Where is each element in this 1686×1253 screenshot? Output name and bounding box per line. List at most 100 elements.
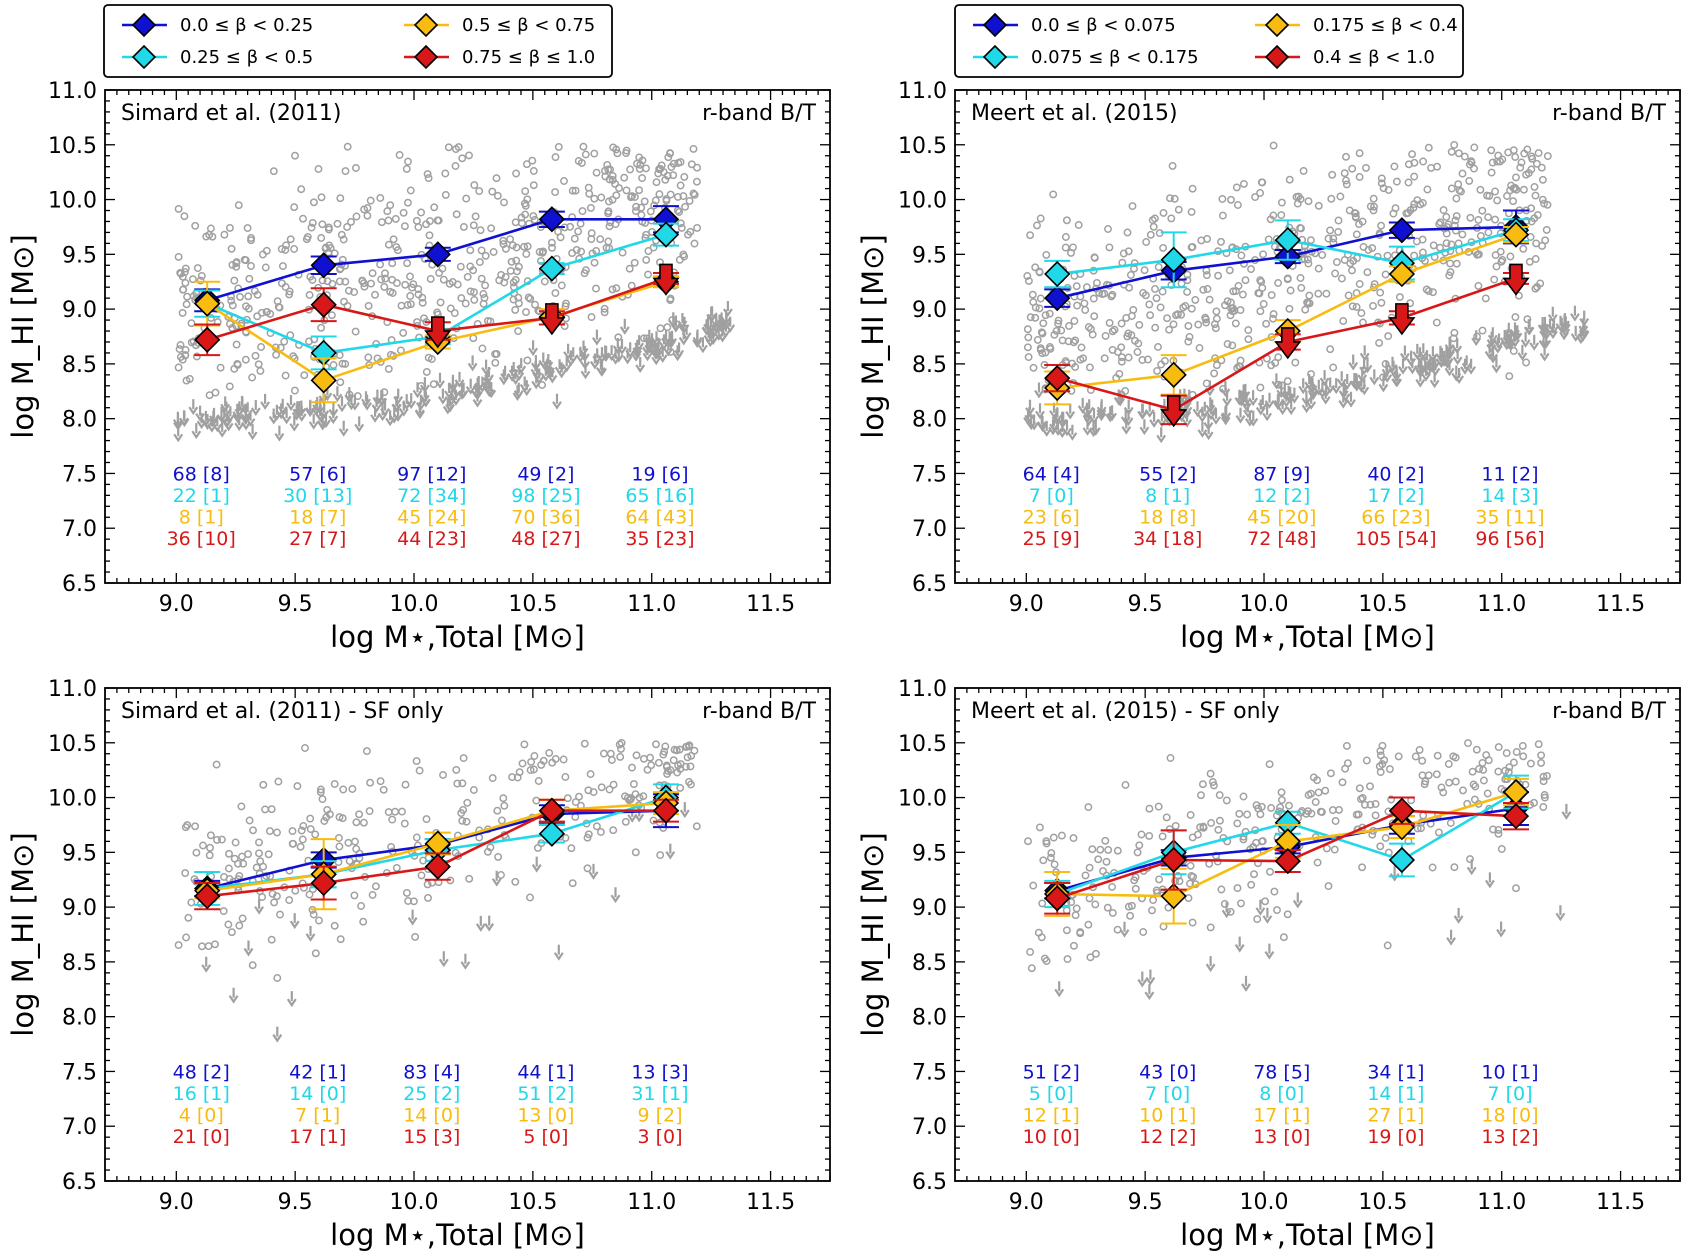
scatter-point [441, 169, 450, 178]
scatter-point [305, 291, 314, 299]
scatter-point [1464, 739, 1472, 748]
scatter-point [1202, 318, 1211, 327]
scatter-point [198, 942, 206, 951]
scatter-point [1527, 165, 1536, 174]
upper-limit-arrow [1058, 411, 1069, 428]
scatter-point [1487, 168, 1496, 177]
scatter-point [620, 173, 629, 182]
scatter-point [317, 193, 326, 202]
scatter-point [1154, 802, 1163, 811]
scatter-point [233, 359, 242, 368]
scatter-point [1233, 884, 1242, 893]
upper-limit-arrow [575, 346, 586, 363]
scatter-point [297, 826, 306, 835]
count-label: 45 [24] [397, 506, 466, 528]
scatter-point [224, 920, 233, 929]
scatter-point [1343, 759, 1352, 768]
data-point [310, 291, 337, 318]
scatter-point [1332, 258, 1341, 267]
scatter-point [338, 814, 347, 823]
upper-limit-arrow [1575, 328, 1586, 345]
scatter-point [1108, 908, 1117, 917]
scatter-point [1466, 213, 1475, 222]
scatter-point [365, 807, 374, 816]
scatter-point [377, 218, 386, 227]
scatter-point [1077, 343, 1086, 352]
scatter-point [652, 740, 660, 749]
x-tick-label: 9.5 [278, 592, 313, 617]
x-tick-label: 11.5 [746, 592, 795, 617]
y-tick-label: 7.5 [912, 462, 947, 487]
scatter-point [628, 763, 636, 772]
scatter-point [1113, 846, 1122, 855]
scatter-point [584, 786, 593, 795]
scatter-point [1379, 184, 1388, 193]
upper-limit-arrow [1248, 390, 1259, 407]
scatter-point [495, 276, 504, 285]
scatter-point [1340, 256, 1349, 264]
upper-limit-arrow [1466, 859, 1477, 876]
scatter-point [392, 279, 401, 288]
scatter-point [176, 341, 185, 349]
scatter-point [1267, 803, 1276, 812]
scatter-point [689, 189, 698, 198]
scatter-point [435, 268, 444, 277]
upper-limit-arrow [250, 400, 261, 416]
scatter-point [499, 794, 508, 803]
scatter-point [1454, 180, 1463, 189]
scatter-point [327, 311, 336, 320]
scatter-point [425, 231, 434, 240]
scatter-point [1452, 212, 1461, 221]
scatter-point [286, 235, 295, 244]
scatter-point [205, 851, 214, 860]
count-label: 68 [8] [173, 463, 230, 485]
scatter-point [324, 225, 333, 234]
scatter-point [278, 262, 287, 271]
scatter-point [1346, 259, 1355, 268]
scatter-point [277, 245, 286, 254]
scatter-point [1036, 344, 1045, 353]
scatter-point [1131, 884, 1140, 893]
scatter-point [311, 830, 320, 839]
scatter-point [1342, 741, 1351, 750]
scatter-point [285, 290, 294, 299]
count-label: 11 [2] [1481, 463, 1538, 485]
scatter-point [261, 263, 270, 272]
count-label: 78 [5] [1253, 1061, 1310, 1083]
upper-limit-arrow [1359, 359, 1370, 376]
scatter-point [606, 749, 615, 758]
scatter-point [487, 224, 496, 233]
scatter-point [1194, 320, 1203, 329]
upper-limit-arrow [435, 372, 445, 389]
scatter-point [649, 816, 658, 825]
count-label: 14 [1] [1367, 1083, 1424, 1105]
scatter-point [1526, 233, 1535, 241]
scatter-point [461, 299, 470, 308]
scatter-point [1512, 748, 1521, 756]
scatter-point [1537, 758, 1546, 767]
scatter-point [574, 227, 583, 236]
scatter-point [1450, 863, 1459, 872]
scatter-point [590, 149, 599, 158]
series-3: 12 [1] 10 [1] 17 [1] 27 [1] 18 [0] [1023, 777, 1539, 1126]
scatter-point [1460, 152, 1469, 161]
scatter-point [492, 174, 501, 183]
scatter-point [191, 221, 200, 230]
scatter-point [1299, 166, 1308, 175]
scatter-point [1484, 756, 1493, 765]
y-tick-label: 7.0 [62, 1115, 97, 1140]
scatter-point [1065, 322, 1073, 330]
scatter-point [1151, 323, 1160, 332]
scatter-point [1215, 816, 1224, 825]
upper-limit-arrow [1067, 424, 1078, 441]
scatter-point [1235, 809, 1244, 818]
scatter-point [1057, 326, 1066, 335]
upper-limit-arrow [286, 991, 297, 1008]
upper-limit-arrow [1320, 388, 1331, 405]
upper-limit-arrow [1276, 382, 1287, 399]
upper-limit-arrow [1298, 378, 1309, 395]
count-label: 44 [23] [397, 528, 466, 550]
scatter-point [174, 252, 183, 261]
count-label: 14 [3] [1481, 485, 1538, 507]
scatter-point [547, 238, 556, 247]
